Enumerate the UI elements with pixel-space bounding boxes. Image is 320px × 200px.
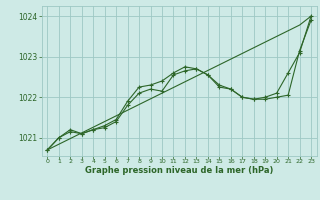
X-axis label: Graphe pression niveau de la mer (hPa): Graphe pression niveau de la mer (hPa): [85, 166, 273, 175]
